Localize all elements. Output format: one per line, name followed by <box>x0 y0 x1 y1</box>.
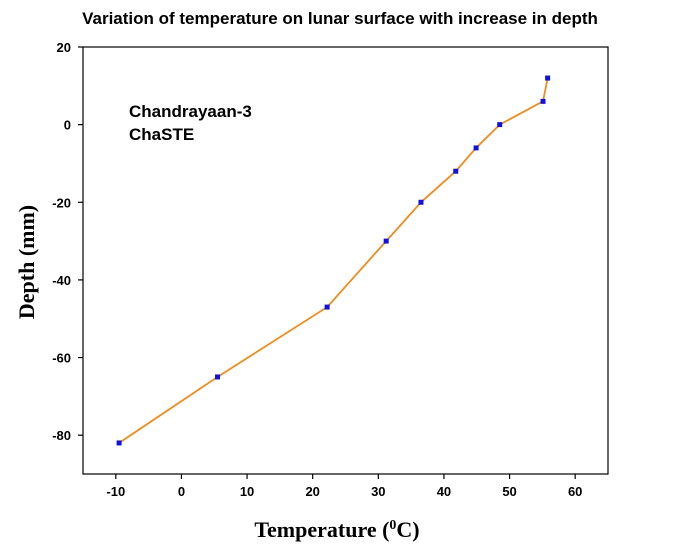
data-point <box>116 440 122 446</box>
y-tick-label: 0 <box>64 118 71 133</box>
annotation-mission: Chandrayaan-3 <box>129 102 252 121</box>
data-point <box>497 122 503 128</box>
y-tick-label: -20 <box>52 195 71 210</box>
y-axis-label: Depth (mm) <box>14 205 39 319</box>
data-point <box>418 199 424 205</box>
annotation-group: Chandrayaan-3 ChaSTE <box>129 102 252 144</box>
plot-frame <box>82 46 609 475</box>
y-tick-label: -60 <box>52 351 71 366</box>
x-tick-label: 50 <box>502 484 516 499</box>
series-group <box>116 75 551 446</box>
x-axis-label-tail: C) <box>396 517 419 542</box>
data-point <box>540 98 546 104</box>
x-axis-label-sup: 0 <box>389 518 396 533</box>
x-tick-label: 60 <box>568 484 582 499</box>
series-line <box>118 77 549 444</box>
data-point <box>545 75 551 81</box>
data-point <box>473 145 479 151</box>
x-tick-label: 0 <box>178 484 185 499</box>
x-tick-label: 20 <box>305 484 319 499</box>
x-tick-label: 10 <box>240 484 254 499</box>
data-point <box>453 168 459 174</box>
annotation-instrument: ChaSTE <box>129 125 194 144</box>
chart-title: Variation of temperature on lunar surfac… <box>82 9 598 28</box>
ticks-group: -10 0 10 20 30 40 50 60 20 0 -20 -40 -60 -80 <box>52 40 582 499</box>
data-point <box>324 304 330 310</box>
x-tick-label: 40 <box>437 484 451 499</box>
x-axis-label: Temperature (0C) <box>254 517 419 542</box>
y-tick-label: 20 <box>57 40 71 55</box>
data-point <box>383 238 389 244</box>
data-point <box>215 374 221 380</box>
x-tick-label: 30 <box>371 484 385 499</box>
y-tick-label: -40 <box>52 273 71 288</box>
x-axis-label-main: Temperature ( <box>254 517 389 542</box>
y-tick-label: -80 <box>52 428 71 443</box>
x-tick-label: -10 <box>106 484 125 499</box>
